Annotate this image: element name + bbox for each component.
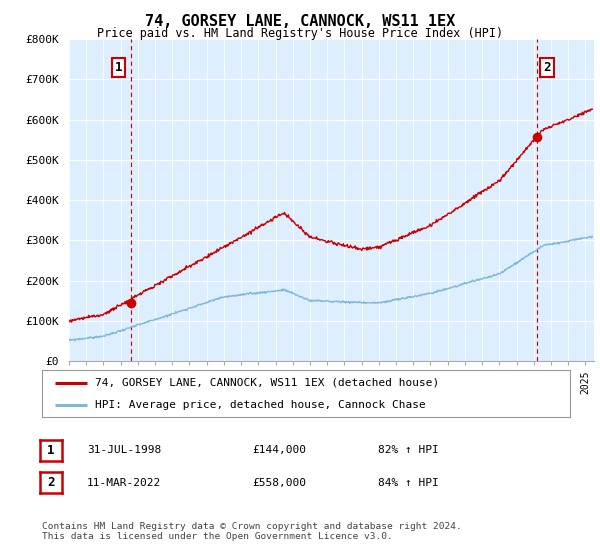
Text: 2: 2 <box>47 476 55 489</box>
Text: 74, GORSEY LANE, CANNOCK, WS11 1EX (detached house): 74, GORSEY LANE, CANNOCK, WS11 1EX (deta… <box>95 378 439 388</box>
Text: £144,000: £144,000 <box>252 445 306 455</box>
Text: 74, GORSEY LANE, CANNOCK, WS11 1EX: 74, GORSEY LANE, CANNOCK, WS11 1EX <box>145 14 455 29</box>
Text: 82% ↑ HPI: 82% ↑ HPI <box>378 445 439 455</box>
Text: 31-JUL-1998: 31-JUL-1998 <box>87 445 161 455</box>
Text: Price paid vs. HM Land Registry's House Price Index (HPI): Price paid vs. HM Land Registry's House … <box>97 27 503 40</box>
Text: Contains HM Land Registry data © Crown copyright and database right 2024.
This d: Contains HM Land Registry data © Crown c… <box>42 522 462 542</box>
Text: £558,000: £558,000 <box>252 478 306 488</box>
Text: 2: 2 <box>544 61 551 74</box>
Text: 1: 1 <box>115 61 122 74</box>
Text: HPI: Average price, detached house, Cannock Chase: HPI: Average price, detached house, Cann… <box>95 400 425 410</box>
Text: 84% ↑ HPI: 84% ↑ HPI <box>378 478 439 488</box>
Text: 11-MAR-2022: 11-MAR-2022 <box>87 478 161 488</box>
Text: 1: 1 <box>47 444 55 457</box>
